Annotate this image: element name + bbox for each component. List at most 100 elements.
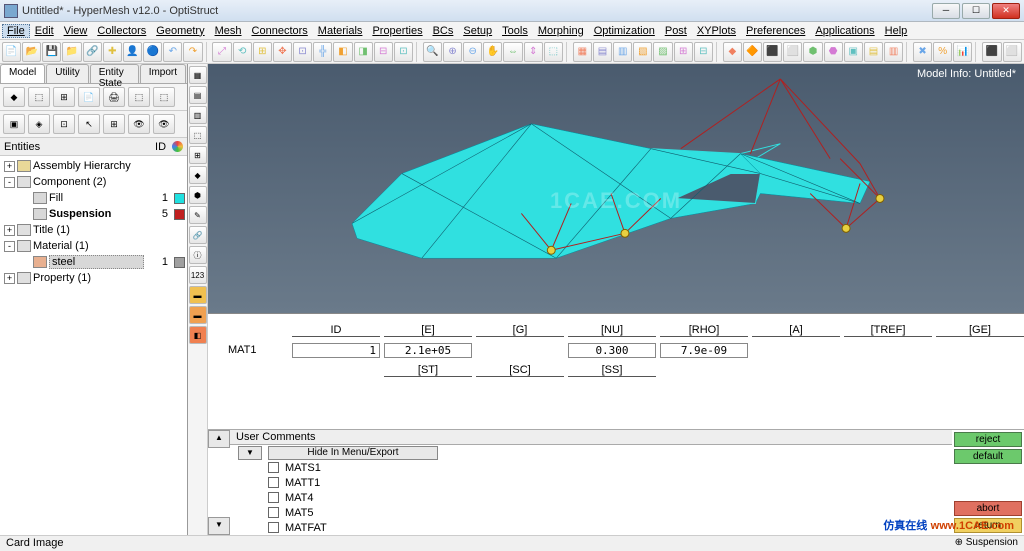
- menu-file[interactable]: File: [2, 24, 30, 38]
- menu-mesh[interactable]: Mesh: [210, 24, 247, 38]
- tree-node-1[interactable]: -Component (2): [2, 174, 185, 190]
- toolbar-btn-42[interactable]: ⬢: [803, 42, 822, 62]
- vtool-12[interactable]: ▬: [189, 306, 207, 324]
- maximize-button[interactable]: ☐: [962, 3, 990, 19]
- toolbar-btn-25[interactable]: ✋: [483, 42, 502, 62]
- toolbar-btn-16[interactable]: ╬: [313, 42, 332, 62]
- menu-view[interactable]: View: [59, 24, 93, 38]
- tree-node-6[interactable]: steel1: [2, 254, 185, 270]
- browser-tool-1-6[interactable]: 👁: [153, 114, 175, 134]
- toolbar-btn-38[interactable]: ◆: [723, 42, 742, 62]
- entity-tree[interactable]: +Assembly Hierarchy-Component (2)Fill1Su…: [0, 156, 187, 535]
- vtool-11[interactable]: ▬: [189, 286, 207, 304]
- browser-tool-0-1[interactable]: ⬚: [28, 87, 50, 107]
- vtool-13[interactable]: ◧: [189, 326, 207, 344]
- toolbar-btn-4[interactable]: 🔗: [83, 42, 102, 62]
- toolbar-btn-0[interactable]: 📄: [2, 42, 21, 62]
- toolbar-btn-13[interactable]: ⊞: [253, 42, 272, 62]
- toolbar-btn-27[interactable]: ⇕: [524, 42, 543, 62]
- toolbar-btn-23[interactable]: ⊕: [443, 42, 462, 62]
- toolbar-btn-31[interactable]: ▤: [593, 42, 612, 62]
- toolbar-btn-12[interactable]: ⟲: [233, 42, 252, 62]
- vtool-4[interactable]: ⊞: [189, 146, 207, 164]
- toolbar-btn-3[interactable]: 📁: [62, 42, 81, 62]
- vtool-10[interactable]: 123: [189, 266, 207, 284]
- menu-morphing[interactable]: Morphing: [533, 24, 589, 38]
- toolbar-btn-19[interactable]: ⊟: [374, 42, 393, 62]
- comments-dropdown-button[interactable]: ▼: [238, 446, 262, 460]
- hide-in-menu-button[interactable]: Hide In Menu/Export: [268, 446, 438, 460]
- abort-button[interactable]: abort: [954, 501, 1022, 516]
- browser-tool-0-0[interactable]: ◆: [3, 87, 25, 107]
- color-swatch[interactable]: [174, 209, 185, 220]
- toolbar-btn-52[interactable]: ⬛: [982, 42, 1001, 62]
- menu-tools[interactable]: Tools: [497, 24, 533, 38]
- toolbar-btn-30[interactable]: ▦: [573, 42, 592, 62]
- toolbar-btn-43[interactable]: ⬣: [824, 42, 843, 62]
- toolbar-btn-41[interactable]: ⬜: [783, 42, 802, 62]
- tab-utility[interactable]: Utility: [46, 64, 88, 83]
- vtool-3[interactable]: ⬚: [189, 126, 207, 144]
- menu-collectors[interactable]: Collectors: [92, 24, 151, 38]
- menu-help[interactable]: Help: [880, 24, 913, 38]
- toolbar-btn-22[interactable]: 🔍: [423, 42, 442, 62]
- menu-geometry[interactable]: Geometry: [151, 24, 209, 38]
- browser-tool-1-1[interactable]: ◈: [28, 114, 50, 134]
- comment-item[interactable]: MATT1: [230, 475, 952, 490]
- checkbox-icon[interactable]: [268, 492, 279, 503]
- toolbar-btn-5[interactable]: ✚: [103, 42, 122, 62]
- toolbar-btn-2[interactable]: 💾: [42, 42, 61, 62]
- toolbar-btn-9[interactable]: ↷: [183, 42, 202, 62]
- browser-tool-1-2[interactable]: ⊡: [53, 114, 75, 134]
- tab-entity-state[interactable]: Entity State: [90, 64, 139, 83]
- browser-tool-0-2[interactable]: ⊞: [53, 87, 75, 107]
- menu-edit[interactable]: Edit: [30, 24, 59, 38]
- vtool-7[interactable]: ✎: [189, 206, 207, 224]
- menu-preferences[interactable]: Preferences: [741, 24, 810, 38]
- tree-twist-icon[interactable]: -: [4, 241, 15, 252]
- toolbar-btn-17[interactable]: ◧: [333, 42, 352, 62]
- comment-item[interactable]: MATS1: [230, 460, 952, 475]
- toolbar-btn-50[interactable]: 📊: [953, 42, 972, 62]
- vtool-0[interactable]: ▦: [189, 66, 207, 84]
- reject-button[interactable]: reject: [954, 432, 1022, 447]
- tree-node-0[interactable]: +Assembly Hierarchy: [2, 158, 185, 174]
- scroll-down-button[interactable]: ▼: [208, 517, 230, 535]
- toolbar-btn-32[interactable]: ▥: [613, 42, 632, 62]
- tab-import[interactable]: Import: [140, 64, 186, 83]
- toolbar-btn-35[interactable]: ⊞: [674, 42, 693, 62]
- vtool-8[interactable]: 🔗: [189, 226, 207, 244]
- toolbar-btn-24[interactable]: ⊖: [463, 42, 482, 62]
- comment-item[interactable]: MAT4: [230, 490, 952, 505]
- default-button[interactable]: default: [954, 449, 1022, 464]
- tree-node-7[interactable]: +Property (1): [2, 270, 185, 286]
- toolbar-btn-18[interactable]: ◨: [354, 42, 373, 62]
- browser-tool-1-4[interactable]: ⊞: [103, 114, 125, 134]
- toolbar-btn-14[interactable]: ✥: [273, 42, 292, 62]
- toolbar-btn-45[interactable]: ▤: [864, 42, 883, 62]
- menu-connectors[interactable]: Connectors: [247, 24, 313, 38]
- browser-tool-1-0[interactable]: ▣: [3, 114, 25, 134]
- toolbar-btn-1[interactable]: 📂: [22, 42, 41, 62]
- toolbar-btn-26[interactable]: ⇔: [503, 42, 522, 62]
- browser-tool-1-3[interactable]: ↖: [78, 114, 100, 134]
- toolbar-btn-7[interactable]: 🔵: [143, 42, 162, 62]
- graphics-viewport[interactable]: Model Info: Untitled* 1CAE.COM: [208, 64, 1024, 314]
- toolbar-btn-46[interactable]: ▥: [884, 42, 903, 62]
- toolbar-btn-36[interactable]: ⊟: [694, 42, 713, 62]
- browser-tool-0-4[interactable]: 🖨: [103, 87, 125, 107]
- minimize-button[interactable]: ─: [932, 3, 960, 19]
- browser-tool-0-3[interactable]: 📄: [78, 87, 100, 107]
- tab-model[interactable]: Model: [0, 64, 45, 83]
- toolbar-btn-44[interactable]: ▣: [844, 42, 863, 62]
- comment-item[interactable]: MAT5: [230, 505, 952, 520]
- toolbar-btn-48[interactable]: ✖: [913, 42, 932, 62]
- menu-xyplots[interactable]: XYPlots: [692, 24, 741, 38]
- toolbar-btn-33[interactable]: ▧: [633, 42, 652, 62]
- tree-node-5[interactable]: -Material (1): [2, 238, 185, 254]
- menu-applications[interactable]: Applications: [810, 24, 879, 38]
- toolbar-btn-34[interactable]: ▨: [653, 42, 672, 62]
- close-button[interactable]: ✕: [992, 3, 1020, 19]
- browser-tool-0-5[interactable]: ⬚: [128, 87, 150, 107]
- scroll-up-button[interactable]: ▲: [208, 430, 230, 448]
